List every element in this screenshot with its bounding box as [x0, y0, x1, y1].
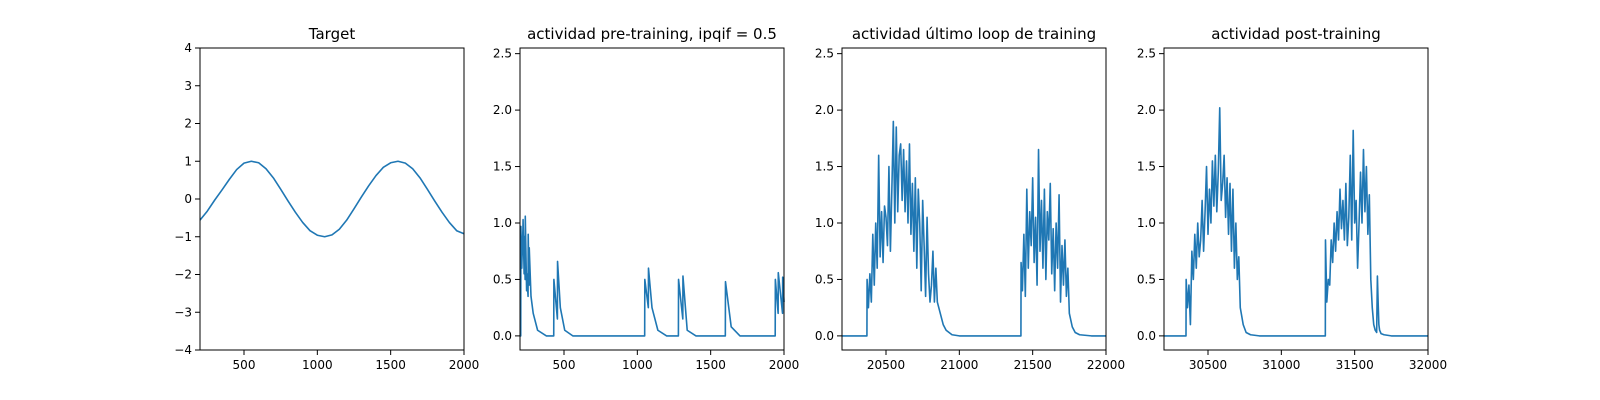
y-tick-label: 1.0: [815, 216, 834, 230]
y-tick-label: 0.0: [815, 329, 834, 343]
series-line: [519, 215, 785, 337]
chart-title: actividad pre-training, ipqif = 0.5: [527, 25, 777, 43]
x-tick-label: 1500: [695, 358, 726, 372]
y-tick-label: 0.5: [493, 272, 512, 286]
x-tick-label: 21500: [1014, 358, 1052, 372]
y-tick-label: 3: [184, 79, 192, 93]
x-tick-label: 21000: [940, 358, 978, 372]
chart-panel-4: 30500 31000 31500 32000 0.0 0.5 1.0 1.5 2.0 2.5 ac…: [1137, 25, 1447, 372]
chart-title: Target: [308, 25, 356, 43]
y-tick-label: 1.5: [493, 160, 512, 174]
y-tick-label: 1.5: [1137, 160, 1156, 174]
series-line: [842, 120, 1106, 337]
x-tick-label: 500: [553, 358, 576, 372]
x-tick-label: 2000: [769, 358, 800, 372]
y-tick-label: 0.0: [1137, 329, 1156, 343]
x-tick-label: 1000: [622, 358, 653, 372]
y-tick-label: 0.5: [815, 272, 834, 286]
chart-panel-3: 20500 21000 21500 22000 0.0 0.5 1.0 1.5 2.0 2.5 ac…: [815, 25, 1125, 372]
axes-frame: [519, 47, 785, 351]
y-tick-label: −4: [174, 343, 192, 357]
y-tick-label: −3: [174, 305, 192, 319]
axes-frame: [841, 47, 1107, 351]
y-tick-label: −2: [174, 268, 192, 282]
y-tick-label: 2: [184, 117, 192, 131]
y-tick-label: 2.0: [493, 103, 512, 117]
y-tick-label: 2.5: [815, 47, 834, 61]
series-line: [1164, 107, 1428, 337]
x-tick-label: 31500: [1336, 358, 1374, 372]
y-tick-label: 0: [184, 192, 192, 206]
x-tick-label: 20500: [867, 358, 905, 372]
axes-frame: [1163, 47, 1429, 351]
y-tick-label: 2.0: [1137, 103, 1156, 117]
x-tick-label: 2000: [449, 358, 480, 372]
x-tick-label: 1500: [375, 358, 406, 372]
y-tick-label: 2.0: [815, 103, 834, 117]
y-tick-label: 1.0: [1137, 216, 1156, 230]
x-tick-label: 1000: [302, 358, 333, 372]
y-tick-label: 4: [184, 41, 192, 55]
y-tick-label: 2.5: [1137, 47, 1156, 61]
y-tick-label: 1: [184, 154, 192, 168]
x-tick-label: 31000: [1262, 358, 1300, 372]
x-tick-label: 30500: [1189, 358, 1227, 372]
x-tick-label: 32000: [1409, 358, 1447, 372]
y-tick-label: 2.5: [493, 47, 512, 61]
chart-panel-2: 500 1000 1500 2000 0.0 0.5 1.0 1.5 2.0 2.5 activid…: [493, 25, 799, 372]
series-line: [199, 160, 465, 238]
y-tick-label: 0.5: [1137, 272, 1156, 286]
chart-title: actividad último loop de training: [852, 25, 1096, 43]
chart-panel-1: 500 1000 1500 2000 −4 −3 −2 −1 0 1 2 3 4 Target: [174, 25, 479, 372]
x-tick-label: 22000: [1087, 358, 1125, 372]
y-tick-label: 1.5: [815, 160, 834, 174]
chart-title: actividad post-training: [1211, 25, 1380, 43]
x-tick-label: 500: [233, 358, 256, 372]
y-tick-label: −1: [174, 230, 192, 244]
y-tick-label: 0.0: [493, 329, 512, 343]
y-tick-label: 1.0: [493, 216, 512, 230]
